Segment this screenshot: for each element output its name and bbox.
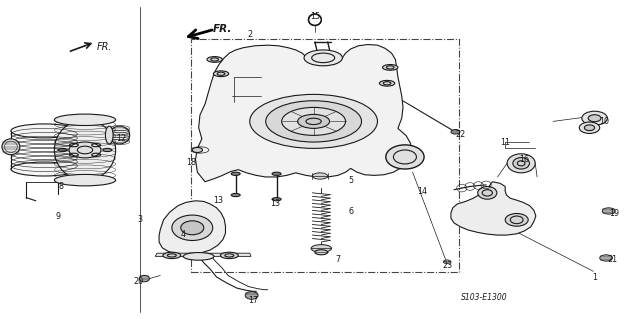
Text: 23: 23 [443,261,452,271]
Text: 12: 12 [116,134,126,143]
Ellipse shape [579,122,600,133]
Text: S103-E1300: S103-E1300 [461,293,508,302]
Ellipse shape [266,101,362,142]
Ellipse shape [163,252,180,259]
Ellipse shape [304,50,342,66]
Ellipse shape [109,126,130,144]
Text: 15: 15 [310,12,320,21]
Ellipse shape [220,252,238,259]
Ellipse shape [207,56,222,62]
Ellipse shape [213,71,228,77]
Ellipse shape [140,275,150,282]
Text: 10: 10 [599,117,609,126]
Ellipse shape [54,174,116,186]
Text: 6: 6 [348,207,353,216]
Ellipse shape [231,172,240,175]
Ellipse shape [250,94,378,148]
Ellipse shape [386,145,424,169]
Ellipse shape [602,208,615,214]
Ellipse shape [513,158,529,169]
Polygon shape [159,201,225,255]
Ellipse shape [282,108,346,135]
Ellipse shape [54,120,116,180]
Ellipse shape [180,221,204,235]
Ellipse shape [54,114,116,125]
Ellipse shape [272,197,281,201]
Polygon shape [188,253,251,256]
Ellipse shape [600,255,612,261]
Ellipse shape [192,147,202,152]
Text: 9: 9 [56,212,61,221]
Text: 5: 5 [348,176,353,185]
Text: 3: 3 [138,215,143,224]
Ellipse shape [231,194,240,197]
Ellipse shape [477,187,497,199]
Ellipse shape [272,172,281,175]
Text: 1: 1 [592,272,597,281]
Text: 4: 4 [180,230,185,239]
Ellipse shape [588,115,601,122]
Ellipse shape [383,64,398,70]
Polygon shape [195,45,411,182]
Ellipse shape [69,142,101,158]
Polygon shape [156,253,205,256]
Ellipse shape [507,154,535,173]
Ellipse shape [11,124,77,138]
Text: 13: 13 [213,196,223,205]
Text: 16: 16 [519,155,529,164]
Ellipse shape [315,250,328,255]
Text: 14: 14 [417,187,427,196]
Text: 2: 2 [247,30,252,39]
Ellipse shape [312,173,328,179]
Ellipse shape [505,213,528,226]
Ellipse shape [298,115,330,128]
Text: 7: 7 [335,255,340,264]
Text: 18: 18 [186,158,196,167]
Text: 11: 11 [500,137,510,146]
Text: 19: 19 [609,209,619,218]
Ellipse shape [582,111,607,125]
Polygon shape [451,182,536,235]
Text: 17: 17 [248,296,258,305]
Text: 13: 13 [270,199,280,208]
Ellipse shape [311,245,332,252]
Ellipse shape [452,130,460,133]
Ellipse shape [380,80,395,86]
Text: 22: 22 [456,130,466,138]
Ellipse shape [106,126,113,144]
Ellipse shape [183,253,214,260]
Ellipse shape [245,292,258,299]
Ellipse shape [11,162,77,176]
Ellipse shape [172,215,212,241]
Text: 21: 21 [607,255,618,264]
Text: FR.: FR. [97,42,113,52]
Ellipse shape [2,139,20,155]
Ellipse shape [451,130,460,134]
Text: 8: 8 [59,182,64,191]
Text: 20: 20 [133,277,143,286]
Ellipse shape [444,260,451,264]
Ellipse shape [584,125,595,130]
Text: FR.: FR. [213,24,232,34]
